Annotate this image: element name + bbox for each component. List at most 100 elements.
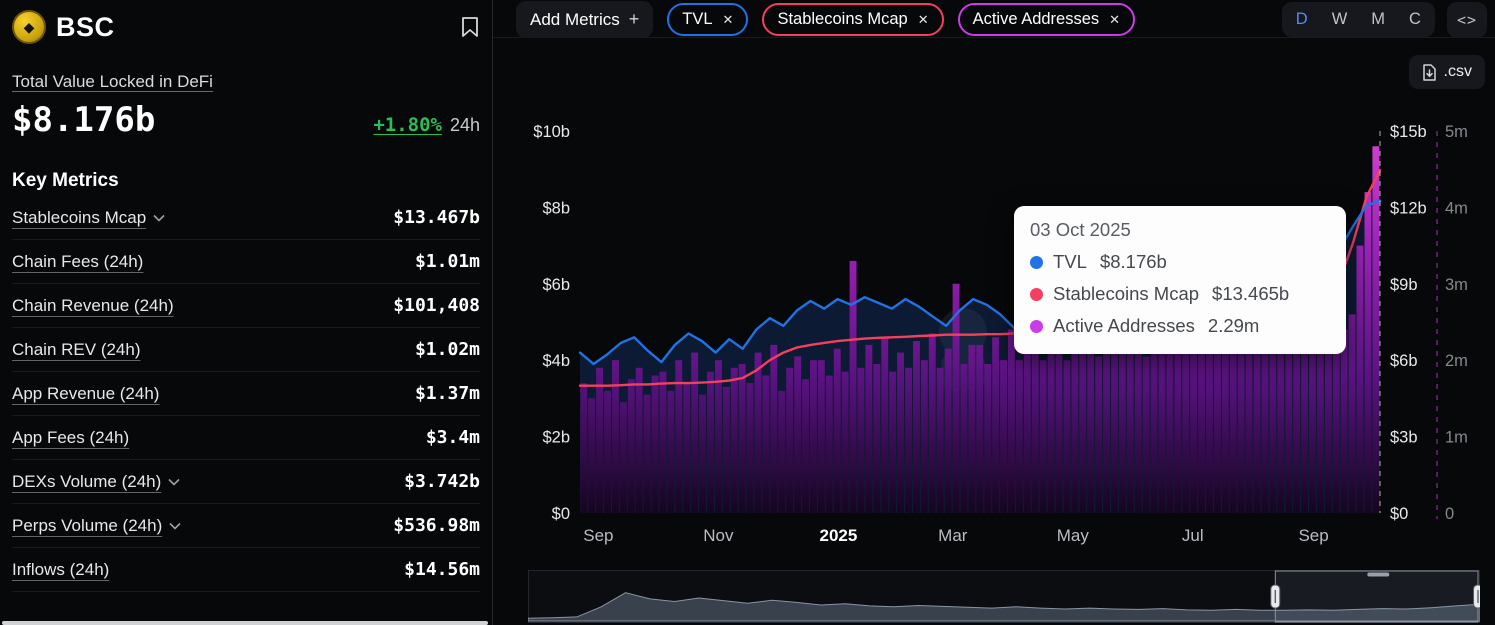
tvl-change-period: 24h (449, 115, 480, 135)
chip-stablecoins-mcap[interactable]: Stablecoins Mcap ✕ (762, 3, 944, 36)
tvl-value: $8.176b (12, 100, 156, 140)
metric-value: $1.02m (414, 339, 480, 360)
series-dot-stablecoins (1030, 287, 1043, 301)
download-file-icon (1422, 63, 1436, 81)
metric-row-chain-revenue: Chain Revenue (24h) $101,408 (12, 284, 480, 328)
metric-row-chain-fees: Chain Fees (24h) $1.01m (12, 240, 480, 284)
bookmark-icon[interactable] (460, 16, 480, 38)
close-icon[interactable]: ✕ (722, 11, 734, 27)
metric-row-app-fees: App Fees (24h) $3.4m (12, 416, 480, 460)
brush-selection[interactable] (1274, 570, 1479, 623)
chevron-down-icon (168, 478, 180, 486)
chip-label: TVL (682, 10, 713, 28)
metric-label[interactable]: Chain Fees (24h) (12, 251, 144, 271)
brush-handle-left[interactable] (1270, 584, 1281, 609)
svg-text:2m: 2m (1445, 352, 1468, 370)
main-chart[interactable]: $10b $8b $6b $4b $2b $0 $15b $12b $9b $6b $3b $0 5m 4… (493, 110, 1494, 570)
svg-text:$4b: $4b (542, 352, 570, 370)
metric-row-chain-rev: Chain REV (24h) $1.02m (12, 328, 480, 372)
metric-value: $13.467b (393, 207, 480, 228)
key-metrics-list: Stablecoins Mcap $13.467b Chain Fees (24… (12, 196, 480, 592)
brush-handle-right[interactable] (1473, 584, 1481, 609)
metric-value: $101,408 (393, 295, 480, 316)
svg-text:4m: 4m (1445, 199, 1468, 217)
tooltip-row-active-addresses: Active Addresses 2.29m (1030, 315, 1330, 337)
tvl-value-row: $8.176b +1.80% 24h (12, 100, 480, 140)
metric-row-perps-volume: Perps Volume (24h) $536.98m (12, 504, 480, 548)
left-axis: $10b $8b $6b $4b $2b $0 (533, 123, 570, 523)
active-addresses-bars (580, 146, 1380, 514)
metric-value: $1.01m (414, 251, 480, 272)
bsc-logo-icon: ◆ (12, 10, 46, 44)
right-axis: $15b $12b $9b $6b $3b $0 (1390, 123, 1427, 523)
embed-code-icon[interactable]: <> (1446, 1, 1487, 38)
metric-label[interactable]: App Fees (24h) (12, 427, 130, 447)
metric-label[interactable]: Stablecoins Mcap (12, 208, 165, 228)
tooltip-date: 03 Oct 2025 (1030, 219, 1131, 240)
metric-row-dexs-volume: DEXs Volume (24h) $3.742b (12, 460, 480, 504)
interval-weekly[interactable]: W (1320, 4, 1360, 35)
metric-row-stablecoins-mcap: Stablecoins Mcap $13.467b (12, 196, 480, 240)
svg-text:3m: 3m (1445, 276, 1468, 294)
chart-panel: Add Metrics + TVL ✕ Stablecoins Mcap ✕ A… (493, 0, 1495, 625)
svg-text:$15b: $15b (1390, 123, 1427, 141)
metric-label[interactable]: Chain Revenue (24h) (12, 295, 174, 315)
sidebar-header: ◆ BSC (12, 10, 480, 44)
interval-monthly[interactable]: M (1359, 4, 1397, 35)
tvl-change-badge[interactable]: +1.80% (373, 114, 442, 136)
far-right-axis: 5m 4m 3m 2m 1m 0 (1445, 123, 1468, 523)
svg-text:$3b: $3b (1390, 429, 1418, 447)
metric-row-app-revenue: App Revenue (24h) $1.37m (12, 372, 480, 416)
metric-value: $536.98m (393, 515, 480, 536)
add-metrics-button[interactable]: Add Metrics + (516, 1, 654, 38)
chart-tooltip: 03 Oct 2025 TVL $8.176b Stablecoins Mcap… (1014, 206, 1346, 354)
interval-switcher: D W M C (1281, 2, 1435, 37)
svg-text:2025: 2025 (819, 526, 857, 545)
metric-label[interactable]: Inflows (24h) (12, 559, 110, 579)
key-metrics-title: Key Metrics (12, 170, 119, 191)
svg-text:Sep: Sep (1298, 526, 1328, 545)
metric-label[interactable]: App Revenue (24h) (12, 383, 160, 403)
svg-text:5m: 5m (1445, 123, 1468, 141)
tvl-link[interactable]: Total Value Locked in DeFi (12, 72, 213, 91)
svg-text:May: May (1057, 526, 1090, 545)
chain-title: BSC (56, 11, 115, 42)
metric-value: $1.37m (414, 383, 480, 404)
svg-text:$9b: $9b (1390, 276, 1418, 294)
metric-label[interactable]: DEXs Volume (24h) (12, 472, 180, 492)
svg-text:$12b: $12b (1390, 199, 1427, 217)
download-csv-button[interactable]: .csv (1408, 55, 1485, 89)
tooltip-row-stablecoins: Stablecoins Mcap $13.465b (1030, 283, 1330, 305)
svg-text:$10b: $10b (533, 123, 570, 141)
toolbar-right-tools: D W M C <> (1281, 1, 1487, 38)
svg-text:$6b: $6b (1390, 352, 1418, 370)
brush-mini-scrollbar[interactable] (1367, 572, 1390, 577)
series-dot-tvl (1030, 255, 1043, 269)
time-range-brush[interactable] (528, 570, 1480, 623)
x-axis: Sep Nov 2025 Mar May Jul Sep (583, 526, 1328, 545)
metric-value: $3.742b (404, 471, 480, 492)
series-dot-active-addresses (1030, 319, 1043, 333)
metric-row-inflows: Inflows (24h) $14.56m (12, 548, 480, 592)
interval-cumulative[interactable]: C (1397, 4, 1433, 35)
chip-label: Stablecoins Mcap (777, 10, 908, 28)
svg-text:0: 0 (1445, 505, 1454, 523)
chip-tvl[interactable]: TVL ✕ (667, 3, 749, 36)
close-icon[interactable]: ✕ (1109, 11, 1121, 27)
svg-text:1m: 1m (1445, 429, 1468, 447)
svg-text:Sep: Sep (583, 526, 613, 545)
svg-text:$2b: $2b (542, 429, 570, 447)
chevron-down-icon (169, 522, 181, 530)
metric-label[interactable]: Perps Volume (24h) (12, 516, 181, 536)
brush-area (528, 592, 1480, 622)
horizontal-scrollbar[interactable] (2, 621, 488, 625)
svg-text:$0: $0 (1390, 505, 1408, 523)
svg-text:$0: $0 (552, 505, 570, 523)
metric-label[interactable]: Chain REV (24h) (12, 339, 141, 359)
chip-active-addresses[interactable]: Active Addresses ✕ (957, 3, 1136, 36)
metric-value: $3.4m (425, 427, 480, 448)
interval-daily[interactable]: D (1284, 4, 1320, 35)
chip-label: Active Addresses (972, 10, 1100, 28)
close-icon[interactable]: ✕ (917, 11, 929, 27)
